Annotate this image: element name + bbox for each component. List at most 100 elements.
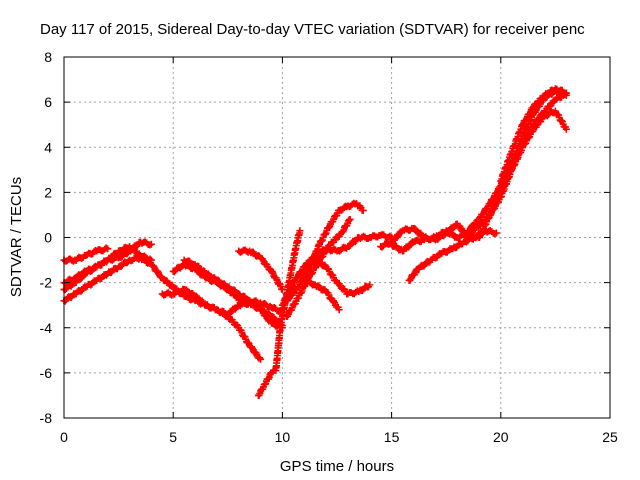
- data-point-run: [148, 262, 165, 281]
- data-series-track-14: [311, 256, 374, 298]
- data-point-run: [236, 326, 253, 347]
- x-tick-label: 5: [169, 429, 177, 445]
- data-point-run: [268, 268, 286, 293]
- data-point: [562, 125, 570, 133]
- data-point-run: [284, 285, 301, 305]
- data-point-run: [105, 264, 121, 276]
- y-tick-label: -8: [40, 410, 53, 426]
- grid: [64, 57, 610, 418]
- x-axis-label: GPS time / hours: [280, 458, 394, 475]
- data-point: [346, 215, 354, 223]
- data-series-track-5: [158, 274, 265, 363]
- y-tick-label: -4: [40, 320, 53, 336]
- data-point-run: [94, 271, 110, 283]
- data-point-run: [105, 249, 121, 262]
- data-point-run: [225, 315, 242, 329]
- data-series-track-13: [283, 199, 367, 305]
- data-point-run: [508, 144, 526, 172]
- data-series-track-21: [486, 107, 570, 219]
- data-point-run: [455, 230, 471, 242]
- data-point-run: [328, 230, 344, 246]
- y-tick-label: 0: [44, 230, 52, 246]
- y-tick-label: 8: [44, 49, 52, 65]
- data-point-run: [127, 245, 143, 258]
- y-tick-label: -2: [40, 275, 53, 291]
- data-point-run: [192, 262, 209, 275]
- data-point-run: [327, 207, 342, 226]
- data-series-track-9: [235, 246, 286, 293]
- data-point-run: [497, 166, 515, 200]
- data-point-run: [316, 241, 334, 262]
- data-point-run: [258, 306, 274, 319]
- data-point: [104, 245, 112, 253]
- x-tick-label: 20: [493, 429, 509, 445]
- data-point-run: [138, 255, 154, 267]
- data-point: [296, 227, 304, 235]
- data-point-run: [519, 104, 537, 127]
- data-point-run: [312, 282, 329, 294]
- data-point-run: [323, 289, 336, 303]
- data-point: [147, 240, 155, 248]
- data-series-track-1: [60, 244, 112, 265]
- data-point-run: [323, 265, 340, 285]
- chart-title: Day 117 of 2015, Sidereal Day-to-day VTE…: [40, 21, 585, 38]
- data-series-track-15: [300, 276, 343, 314]
- y-tick-label: 2: [44, 184, 52, 200]
- data-series-track-22: [497, 85, 570, 185]
- x-tick-label: 15: [384, 429, 400, 445]
- data-point-run: [356, 232, 372, 243]
- data-point-run: [247, 343, 264, 362]
- data-point-run: [290, 263, 307, 286]
- data-point-run: [334, 243, 351, 255]
- data-point-run: [116, 248, 132, 261]
- data-point: [562, 89, 570, 97]
- data-point: [335, 306, 343, 314]
- data-point-run: [531, 112, 548, 131]
- x-tick-label: 10: [275, 429, 291, 445]
- data-point-run: [542, 86, 558, 98]
- data-point-run: [284, 295, 301, 320]
- data-point-run: [269, 366, 278, 376]
- data-point-run: [330, 297, 342, 311]
- data-point-run: [461, 234, 477, 246]
- data-point-run: [160, 276, 176, 289]
- y-tick-label: 6: [44, 94, 52, 110]
- data-point-run: [389, 228, 405, 246]
- data-point-run: [312, 258, 329, 270]
- data-point: [492, 229, 500, 237]
- x-tick-label: 25: [602, 429, 618, 445]
- data-point-run: [285, 246, 299, 286]
- data-point-run: [389, 242, 405, 254]
- data-point-run: [181, 286, 198, 299]
- data-point-run: [247, 248, 263, 260]
- data-point: [366, 281, 374, 289]
- y-tick-label: -6: [40, 365, 53, 381]
- data-point-run: [487, 193, 504, 219]
- axis-ticks: 0 5 10 15 20 25 -8 -6 -4 -2 0 2 4 6 8: [40, 49, 618, 445]
- data-point: [257, 355, 265, 363]
- data-point-run: [552, 110, 569, 131]
- data-point-run: [476, 200, 493, 223]
- y-tick-label: 4: [44, 139, 52, 155]
- data-series-track-4: [60, 254, 166, 305]
- data-point-run: [356, 282, 372, 295]
- data-point-run: [415, 257, 434, 273]
- data-point-run: [292, 229, 303, 252]
- data-point-run: [542, 97, 558, 115]
- data-point: [359, 206, 367, 214]
- data-point-run: [433, 228, 449, 240]
- data-point-run: [316, 222, 334, 246]
- x-tick-label: 0: [60, 429, 68, 445]
- data-point-run: [182, 292, 198, 304]
- data-point-run: [450, 239, 466, 252]
- y-axis-label: SDTVAR / TECUs: [8, 177, 25, 297]
- data-point-run: [258, 255, 275, 274]
- data-series-track-8: [180, 256, 286, 316]
- data-point-run: [272, 326, 284, 372]
- data-points: [60, 85, 570, 399]
- data-point-run: [508, 121, 526, 155]
- data-point-run: [476, 213, 493, 241]
- data-point-run: [497, 150, 515, 185]
- data-point-run: [94, 257, 110, 269]
